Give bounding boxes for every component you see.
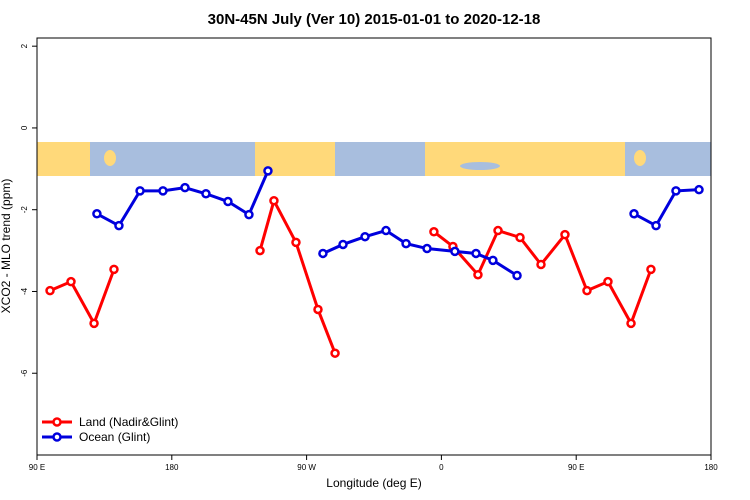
data-point — [313, 304, 323, 315]
y-axis-label: XCO2 - MLO trend (ppm) — [0, 179, 13, 314]
data-point — [651, 220, 661, 231]
data-point — [114, 220, 124, 231]
data-point — [109, 264, 119, 275]
data-point — [671, 186, 681, 196]
chart-title: 30N-45N July (Ver 10) 2015-01-01 to 2020… — [208, 11, 541, 28]
data-point — [560, 229, 570, 240]
x-tick-label: 0 — [439, 463, 444, 472]
data-point — [201, 189, 211, 199]
data-point — [66, 276, 76, 287]
data-point — [515, 232, 525, 243]
legend-marker — [52, 432, 62, 442]
data-point — [582, 285, 592, 296]
y-tick-label: -4 — [20, 287, 29, 295]
data-point — [263, 166, 273, 176]
data-point — [629, 209, 639, 219]
y-tick-label: -6 — [20, 369, 29, 377]
data-point — [223, 196, 233, 207]
data-point — [493, 225, 503, 236]
x-tick-label: 90 E — [568, 463, 584, 472]
plot-frame — [36, 37, 712, 456]
data-point — [694, 184, 704, 195]
y-tick-label: 2 — [20, 43, 29, 48]
x-tick-label: 180 — [165, 463, 179, 472]
legend-label: Ocean (Glint) — [79, 430, 150, 444]
data-point — [255, 245, 265, 256]
data-point — [45, 285, 55, 296]
data-point — [488, 255, 498, 266]
y-tick-label: 0 — [20, 125, 29, 130]
data-point — [512, 270, 522, 281]
data-point — [422, 243, 432, 254]
x-tick-label: 180 — [704, 463, 718, 472]
data-point — [338, 239, 348, 250]
legend-marker — [52, 417, 62, 427]
data-point — [92, 209, 102, 219]
legend-label: Land (Nadir&Glint) — [79, 415, 178, 429]
data-point — [158, 186, 168, 196]
data-point — [269, 195, 279, 206]
y-tick-label: -2 — [20, 206, 29, 214]
data-point — [318, 248, 328, 259]
data-point — [450, 246, 460, 257]
data-point — [291, 237, 301, 248]
data-point — [135, 186, 145, 196]
data-point — [471, 248, 481, 259]
data-point — [244, 209, 254, 220]
data-point — [603, 276, 613, 287]
data-point — [381, 225, 391, 236]
data-point — [536, 259, 546, 270]
data-point — [646, 264, 656, 275]
data-point — [180, 182, 190, 193]
data-point — [626, 318, 636, 329]
series-line — [49, 196, 653, 354]
x-tick-label: 90 W — [297, 463, 316, 472]
map-strip — [37, 142, 711, 176]
data-point — [89, 318, 99, 329]
data-point — [429, 227, 439, 237]
data-point — [330, 348, 340, 358]
x-axis-label: Longitude (deg E) — [326, 476, 421, 490]
data-point — [360, 231, 370, 242]
data-point — [473, 269, 483, 280]
data-point — [401, 238, 411, 249]
x-tick-label: 90 E — [29, 463, 45, 472]
